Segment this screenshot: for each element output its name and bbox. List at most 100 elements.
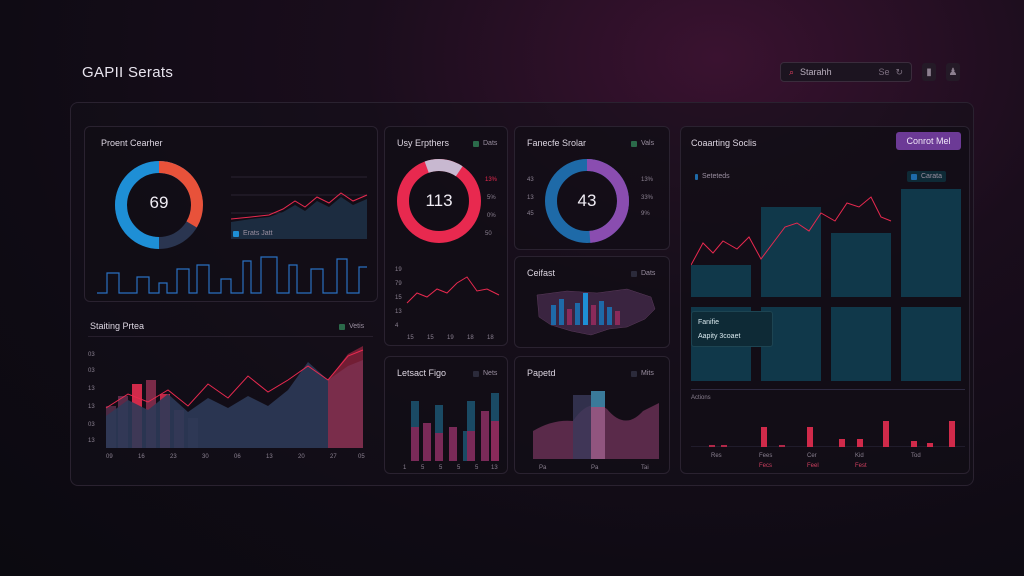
axis-label: Actions: [691, 395, 711, 401]
panel-p: Papetd Mits Pa Pa Tai: [514, 356, 670, 474]
x-tick: 5: [439, 465, 443, 471]
x-tick: 16: [138, 454, 145, 460]
x-tick: 18: [487, 335, 494, 341]
side-label: 13: [527, 195, 534, 201]
user-icon[interactable]: ♟: [946, 63, 960, 81]
panel-central: Ceifast Dats: [514, 256, 670, 348]
refresh-icon[interactable]: ↻: [895, 66, 903, 77]
tooltip-line: Aapity 3coaet: [698, 333, 741, 340]
side-label: 13%: [641, 177, 654, 183]
bar-chart: [691, 421, 965, 447]
panel-title: Coaarting Soclis: [691, 138, 757, 148]
x-tick: 20: [298, 454, 305, 460]
x-tick: 5: [457, 465, 461, 471]
x-tick: Tai: [641, 465, 649, 471]
chart-legend: Vals: [631, 140, 654, 147]
x-tick: Fest: [855, 463, 867, 469]
x-tick: 19: [447, 335, 454, 341]
y-tick: 03: [88, 352, 95, 358]
x-tick: 06: [234, 454, 241, 460]
donut-chart: [397, 159, 481, 243]
panel-usage: Usy Erpthers Dats 113 13% 5% 0% 50 19 79…: [384, 126, 508, 346]
chart-legend: Seteteds: [695, 173, 730, 180]
x-tick: 23: [170, 454, 177, 460]
control-button[interactable]: Conrot Mel: [896, 132, 961, 150]
y-tick: 03: [88, 422, 95, 428]
chart-legend: Dats: [473, 140, 497, 147]
bar-line-chart: [691, 189, 961, 381]
x-tick: Feel: [807, 463, 819, 469]
donut-value: 113: [425, 191, 453, 210]
panel-compare: Coaarting Soclis Seteteds Carata Fanifie…: [680, 126, 970, 474]
panel-title: Usy Erpthers: [397, 138, 450, 148]
y-tick: 03: [88, 368, 95, 374]
side-label: 43: [527, 177, 534, 183]
step-chart: [97, 256, 367, 294]
panel-starting: Staiting Prtea Vetis 03 03 13 13 03 13 0…: [84, 310, 378, 474]
x-tick: Cer: [807, 453, 817, 459]
side-label: 5%: [487, 195, 496, 201]
chart-legend: Vetis: [339, 323, 364, 330]
chart-legend: Mits: [631, 370, 654, 377]
x-tick: 15: [407, 335, 414, 341]
area-chart: Pa Pa Tai: [533, 391, 659, 471]
map-chart: [536, 288, 656, 336]
side-label: 45: [527, 211, 534, 217]
panel-title: Letsact Figo: [397, 368, 447, 378]
y-tick: 13: [88, 404, 95, 410]
donut-value: 69: [149, 193, 169, 212]
side-label: 33%: [641, 195, 654, 201]
chart-legend: Dats: [631, 270, 655, 277]
x-tick: 5: [475, 465, 479, 471]
chart-legend: Erats Jatt: [233, 230, 273, 237]
side-label: 0%: [487, 213, 496, 219]
panel-title: Fanecfe Srolar: [527, 138, 587, 148]
search-icon: ⌕: [789, 66, 795, 77]
x-tick: Kid: [855, 453, 864, 459]
x-tick: 09: [106, 454, 113, 460]
donut-value: 43: [577, 191, 597, 210]
y-tick: 13: [88, 438, 95, 444]
x-tick: 18: [467, 335, 474, 341]
x-tick: 15: [427, 335, 434, 341]
menu-icon[interactable]: ▮: [922, 63, 936, 81]
donut-chart: [115, 161, 203, 249]
y-tick: 15: [395, 295, 402, 301]
search-placeholder: Starahh: [800, 67, 832, 77]
x-tick: 5: [421, 465, 425, 471]
chart-legend: Nets: [473, 370, 497, 377]
side-label: 9%: [641, 211, 650, 217]
line-chart: [231, 176, 368, 239]
x-tick: 1: [403, 465, 407, 471]
x-tick: Tod: [911, 453, 921, 459]
bar-chart: 1 5 5 5 5 13: [403, 393, 499, 471]
panel-factor: Fanecfe Srolar Vals 43 43 13 45 13% 33% …: [514, 126, 670, 250]
donut-chart: [545, 159, 629, 243]
panel-title: Proent Cearher: [101, 138, 163, 148]
tooltip: Fanifie Aapity 3coaet: [691, 311, 773, 347]
x-tick: Pa: [591, 465, 599, 471]
side-label: 13%: [485, 177, 498, 183]
panel-title: Papetd: [527, 368, 556, 378]
x-tick: 13: [266, 454, 273, 460]
app-title: GAPII Serats: [82, 64, 174, 81]
side-label: 50: [485, 231, 492, 237]
y-tick: 79: [395, 281, 402, 287]
y-tick: 13: [395, 309, 402, 315]
search-shortcut: Se: [878, 67, 890, 77]
y-tick: 4: [395, 323, 399, 329]
line-chart: 19 79 15 13 4 15 15 19 18 18: [395, 267, 500, 341]
panel-title: Ceifast: [527, 268, 556, 278]
panel-title: Staiting Prtea: [90, 321, 145, 331]
panel-profit: Proent Cearher 69 Erats Jatt: [84, 126, 378, 302]
x-tick: 27: [330, 454, 337, 460]
x-tick: Fecs: [759, 463, 773, 469]
x-tick: 13: [491, 465, 498, 471]
search-input[interactable]: ⌕ Starahh Se ↻: [780, 62, 912, 82]
divider: [691, 389, 965, 390]
x-tick: Fees: [759, 453, 773, 459]
y-tick: 13: [88, 386, 95, 392]
x-tick: Res: [711, 453, 722, 459]
x-tick: 05: [358, 454, 365, 460]
area-bar-chart: 03 03 13 13 03 13 09 16 23 30 06 13 20 2…: [88, 336, 373, 460]
